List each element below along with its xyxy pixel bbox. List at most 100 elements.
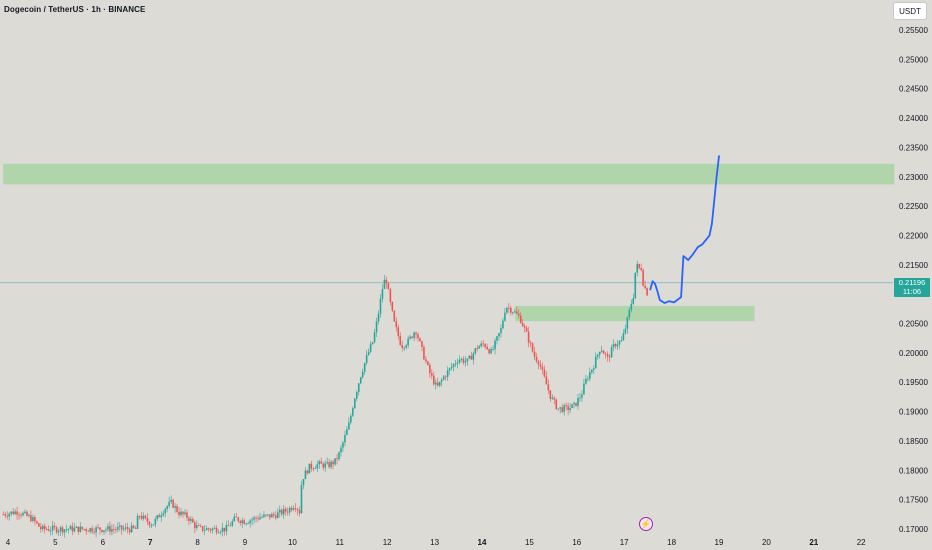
- candle: [320, 457, 323, 464]
- candle: [513, 308, 516, 314]
- candle: [399, 332, 402, 346]
- candle-body: [290, 507, 293, 510]
- candle-body: [399, 336, 402, 345]
- candle-body: [640, 268, 642, 271]
- candle-body: [385, 279, 388, 284]
- lightning-icon[interactable]: ⚡: [639, 517, 653, 531]
- candle: [429, 362, 431, 378]
- candle-body: [466, 358, 469, 362]
- candle-body: [446, 370, 449, 377]
- candle-body: [59, 527, 62, 532]
- candle-body: [413, 332, 415, 338]
- candle: [456, 358, 459, 369]
- candle: [111, 524, 113, 536]
- candle: [47, 525, 50, 532]
- candle: [549, 390, 552, 402]
- candle-body: [407, 338, 409, 346]
- candle-body: [344, 435, 346, 443]
- candle-body: [642, 270, 644, 286]
- candle: [472, 351, 475, 365]
- candle: [510, 305, 512, 316]
- candle-body: [51, 525, 54, 531]
- candle-body: [492, 349, 494, 350]
- candle: [265, 514, 267, 518]
- candle-body: [132, 525, 135, 528]
- candle-body: [423, 346, 425, 360]
- candle: [217, 529, 220, 534]
- candle: [423, 344, 425, 360]
- candle: [197, 522, 200, 527]
- candle: [450, 362, 453, 371]
- candle-body: [241, 520, 244, 524]
- candle-body: [436, 382, 439, 386]
- candle: [26, 509, 28, 517]
- candle: [567, 402, 569, 416]
- candle-body: [391, 301, 394, 311]
- candle-body: [433, 375, 435, 385]
- candle: [427, 360, 429, 366]
- y-tick-label: 0.24000: [899, 114, 928, 123]
- candle: [474, 347, 477, 356]
- candle: [30, 510, 32, 523]
- candle-body: [596, 354, 599, 357]
- candle: [385, 276, 388, 289]
- candle-body: [557, 408, 560, 410]
- candle: [188, 515, 190, 526]
- candle: [620, 336, 623, 342]
- candle: [336, 453, 338, 465]
- candle: [81, 526, 84, 531]
- candle: [559, 407, 562, 414]
- candle-body: [512, 312, 514, 314]
- candle: [496, 335, 498, 345]
- candle-body: [211, 528, 214, 531]
- candle-body: [253, 517, 255, 520]
- candle: [18, 512, 20, 520]
- candle-body: [53, 525, 56, 528]
- candle-body: [196, 525, 198, 529]
- candle-body: [172, 499, 174, 508]
- candle-body: [585, 378, 587, 384]
- candle-body: [259, 517, 261, 520]
- candle: [186, 509, 188, 521]
- candle: [156, 514, 159, 522]
- candle-body: [332, 461, 334, 465]
- y-tick-label: 0.18000: [899, 466, 928, 475]
- candle: [539, 360, 542, 370]
- candle: [142, 512, 145, 521]
- candle-body: [103, 530, 105, 532]
- y-tick-label: 0.19500: [899, 378, 928, 387]
- candle-body: [348, 422, 350, 430]
- candle: [308, 463, 311, 474]
- candle-body: [95, 527, 97, 533]
- candle-body: [470, 355, 473, 360]
- candle-body: [314, 468, 317, 470]
- currency-button[interactable]: USDT: [893, 2, 927, 20]
- candle-body: [334, 458, 336, 465]
- candle: [61, 525, 64, 536]
- candle: [199, 523, 202, 528]
- y-tick-label: 0.22500: [899, 202, 928, 211]
- candle: [438, 381, 441, 388]
- candle: [638, 263, 641, 270]
- candle-body: [411, 336, 413, 338]
- candle-body: [69, 526, 72, 530]
- candle: [39, 523, 42, 533]
- x-tick-label: 21: [809, 538, 818, 547]
- candle: [442, 374, 445, 381]
- candle: [460, 357, 463, 363]
- candle-body: [245, 523, 247, 525]
- candle-body: [545, 376, 548, 385]
- projection-path: [649, 155, 720, 304]
- candle-body: [367, 351, 370, 356]
- candle: [316, 460, 319, 472]
- candle-body: [209, 529, 212, 531]
- candle-body: [235, 516, 238, 518]
- candle: [458, 355, 461, 365]
- candle: [69, 524, 72, 530]
- candle: [36, 520, 38, 525]
- candle: [604, 352, 607, 359]
- candle-body: [450, 367, 453, 369]
- candle-body: [403, 347, 405, 349]
- candle: [194, 520, 196, 533]
